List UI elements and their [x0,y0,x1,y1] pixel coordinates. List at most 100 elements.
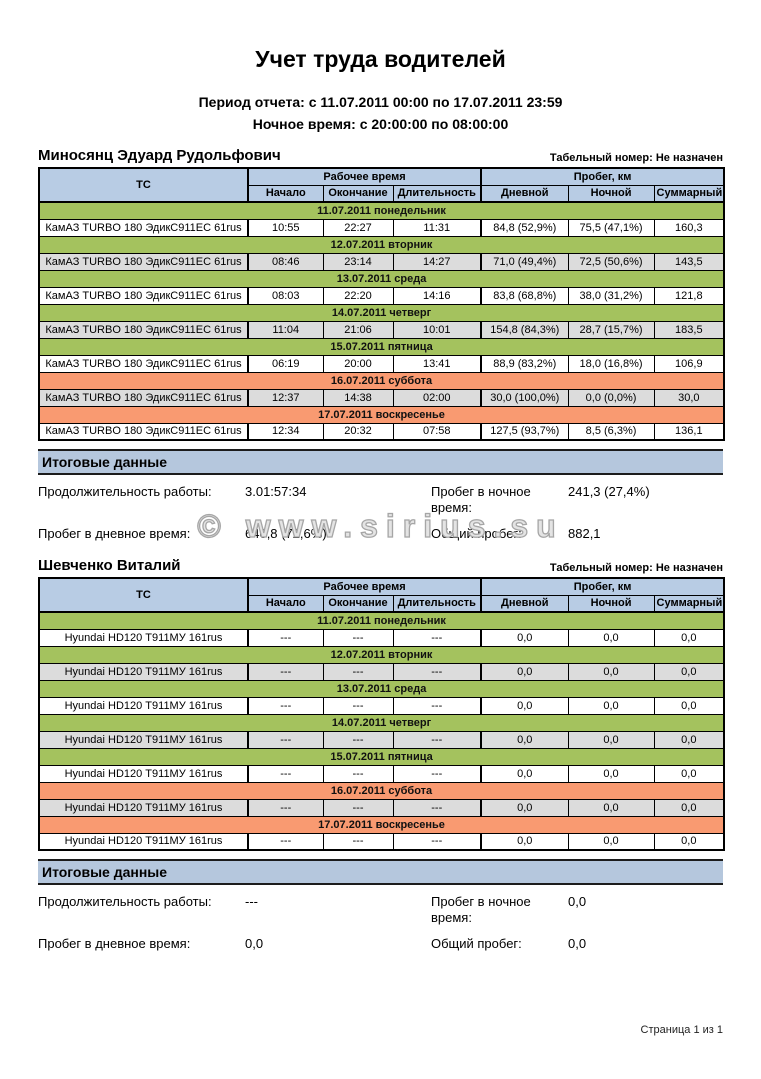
vehicle-data-row: КамАЗ TURBO 180 ЭдикС911ЕС 61rus 12:37 14:… [38,388,725,407]
vehicle-cell: КамАЗ TURBO 180 ЭдикС911ЕС 61rus [38,286,249,305]
vehicle-cell: КамАЗ TURBO 180 ЭдикС911ЕС 61rus [38,218,249,237]
summary-label-day-mileage: Пробег в дневное время: [38,526,191,541]
night-km-cell: 18,0 (16,8%) [567,354,655,373]
duration-cell: --- [392,696,482,715]
personnel-number: Табельный номер: Не назначен [549,562,723,574]
date-band-row: 13.07.2011 среда [38,269,725,288]
driver-name: Миносянц Эдуард Рудольфович [38,147,281,164]
date-band-row: 16.07.2011 суббота [38,781,725,800]
vehicle-data-row: КамАЗ TURBO 180 ЭдикС911ЕС 61rus 08:03 22:… [38,286,725,305]
table-header: ТС Рабочее время Пробег, км Начало Оконч… [38,167,725,203]
end-cell: --- [322,764,394,783]
total-km-cell: 183,5 [653,320,725,339]
vehicle-data-row: Hyundai HD120 Т911МУ 161rus --- --- --- 0,0 0… [38,628,725,647]
night-km-cell: 0,0 [567,832,655,851]
end-cell: --- [322,798,394,817]
night-km-cell: 8,5 (6,3%) [567,422,655,441]
summary-label-duration: Продолжительность работы: [38,894,212,909]
driver-worktime-table: ТС Рабочее время Пробег, км Начало Оконч… [38,167,726,441]
vehicle-data-row: Hyundai HD120 Т911МУ 161rus --- --- --- 0,0 0… [38,662,725,681]
date-band-label: 14.07.2011 четверг [38,303,725,322]
summary-value-night-mileage: 241,3 (27,4%) [568,484,650,499]
day-km-cell: 154,8 (84,3%) [480,320,569,339]
start-cell: 10:55 [247,218,324,237]
vehicle-data-row: КамАЗ TURBO 180 ЭдикС911ЕС 61rus 08:46 23:… [38,252,725,271]
date-band-label: 13.07.2011 среда [38,269,725,288]
day-km-cell: 0,0 [480,832,569,851]
summary-label-total-mileage: Общий пробег: [431,526,522,541]
start-cell: --- [247,832,324,851]
vehicle-data-row: КамАЗ TURBO 180 ЭдикС911ЕС 61rus 12:34 20:… [38,422,725,441]
day-km-cell: 0,0 [480,730,569,749]
col-group-mileage: Пробег, км [480,577,725,596]
date-band-row: 16.07.2011 суббота [38,371,725,390]
summary-value-night-mileage: 0,0 [568,894,587,909]
summary-label-night-mileage: Пробег в ночное время: [431,484,531,515]
date-band-row: 15.07.2011 пятница [38,337,725,356]
end-cell: --- [322,696,394,715]
summary-label-duration: Продолжительность работы: [38,484,212,499]
end-cell: 20:00 [322,354,394,373]
date-band-row: 14.07.2011 четверг [38,713,725,732]
date-band-label: 17.07.2011 воскресенье [38,815,725,834]
duration-cell: 11:31 [392,218,482,237]
end-cell: 14:38 [322,388,394,407]
duration-cell: --- [392,798,482,817]
night-km-cell: 38,0 (31,2%) [567,286,655,305]
summary-label-night-mileage: Пробег в ночное время: [431,894,531,925]
day-km-cell: 83,8 (68,8%) [480,286,569,305]
total-km-cell: 0,0 [653,696,725,715]
vehicle-data-row: Hyundai HD120 Т911МУ 161rus --- --- --- 0,0 0… [38,730,725,749]
day-km-cell: 0,0 [480,696,569,715]
start-cell: 11:04 [247,320,324,339]
vehicle-data-row: КамАЗ TURBO 180 ЭдикС911ЕС 61rus 06:19 20:… [38,354,725,373]
report-night-time: Ночное время: с 20:00:00 по 08:00:00 [252,116,509,132]
summary-header: Итоговые данные [38,449,723,475]
vehicle-cell: Hyundai HD120 Т911МУ 161rus [38,628,249,647]
start-cell: --- [247,798,324,817]
date-band-label: 12.07.2011 вторник [38,235,725,254]
date-band-label: 15.07.2011 пятница [38,747,725,766]
date-band-row: 13.07.2011 среда [38,679,725,698]
report-period: Период отчета: с 11.07.2011 00:00 по 17.… [198,94,563,110]
date-band-row: 14.07.2011 четверг [38,303,725,322]
col-group-work-time: Рабочее время [246,167,482,186]
driver-name: Шевченко Виталий [38,557,181,574]
date-band-label: 11.07.2011 понедельник [38,611,725,630]
col-header-total-km: Суммарный [653,184,725,203]
start-cell: --- [247,662,324,681]
end-cell: --- [322,662,394,681]
summary-value-day-mileage: 0,0 [245,936,264,951]
personnel-number: Табельный номер: Не назначен [549,152,723,164]
duration-cell: --- [392,628,482,647]
summary-grid: Продолжительность работы: 3.01:57:34 Про… [38,484,723,542]
night-km-cell: 0,0 [567,798,655,817]
end-cell: --- [322,730,394,749]
total-km-cell: 160,3 [653,218,725,237]
vehicle-cell: Hyundai HD120 Т911МУ 161rus [38,798,249,817]
vehicle-cell: Hyundai HD120 Т911МУ 161rus [38,832,249,851]
night-km-cell: 0,0 [567,628,655,647]
col-header-start: Начало [247,184,324,203]
night-km-cell: 0,0 [567,764,655,783]
total-km-cell: 143,5 [653,252,725,271]
vehicle-data-row: Hyundai HD120 Т911МУ 161rus --- --- --- 0,0 0… [38,832,725,851]
duration-cell: 14:27 [392,252,482,271]
driver-section: Миносянц Эдуард Рудольфович Табельный но… [38,147,726,542]
day-km-cell: 0,0 [480,764,569,783]
duration-cell: --- [392,764,482,783]
date-band-row: 15.07.2011 пятница [38,747,725,766]
page-title: Учет труда водителей [255,46,506,72]
date-band-row: 17.07.2011 воскресенье [38,405,725,424]
summary-value-day-mileage: 640,8 (72,6%) [245,526,327,541]
summary-value-duration: 3.01:57:34 [245,484,307,499]
table-header: ТС Рабочее время Пробег, км Начало Оконч… [38,577,725,613]
start-cell: --- [247,730,324,749]
start-cell: --- [247,696,324,715]
day-km-cell: 0,0 [480,628,569,647]
col-header-duration: Длительность [392,184,482,203]
driver-section: Шевченко Виталий Табельный номер: Не наз… [38,557,726,952]
vehicle-data-row: Hyundai HD120 Т911МУ 161rus --- --- --- 0,0 0… [38,764,725,783]
day-km-cell: 127,5 (93,7%) [480,422,569,441]
